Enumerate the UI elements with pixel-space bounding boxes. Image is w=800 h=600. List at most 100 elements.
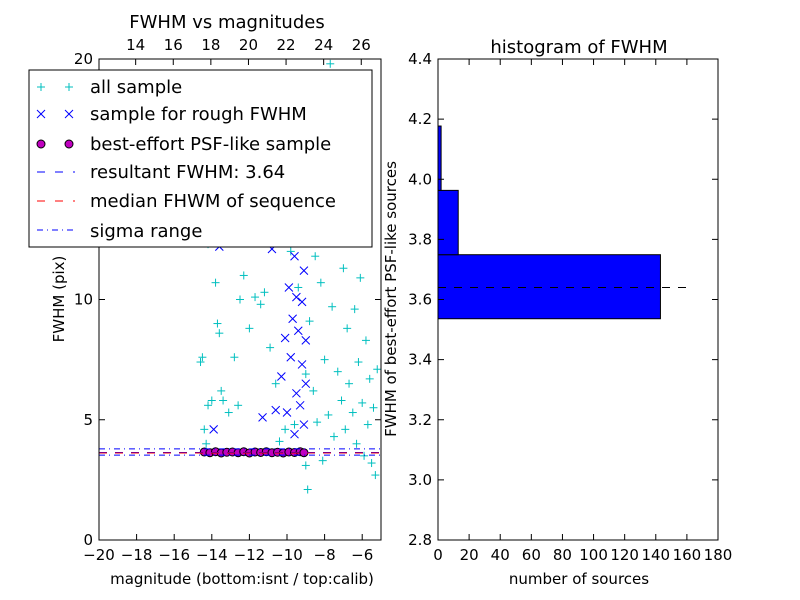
y-tick-label: 10 bbox=[74, 291, 93, 309]
rough-fwhm-point bbox=[301, 379, 311, 389]
histogram-ticks: 0 20 40 60 80 100 120 140 160 180 2.8 3.0 3.2 3.4 3.6 3… bbox=[408, 50, 732, 564]
x-stroke bbox=[284, 283, 294, 292]
all-sample-point bbox=[224, 408, 233, 417]
all-sample-point bbox=[367, 459, 376, 468]
y-tick-label: 3.4 bbox=[408, 351, 432, 369]
legend-label: sigma range bbox=[90, 221, 202, 242]
rough-fwhm-point bbox=[288, 314, 297, 324]
all-sample-point bbox=[198, 353, 207, 362]
all-sample-point bbox=[309, 386, 318, 395]
histogram-panel: 0 20 40 60 80 100 120 140 160 180 2.8 3.0 3.2 3.4 3.6 3… bbox=[382, 37, 732, 588]
all-sample-point bbox=[343, 324, 352, 333]
histogram-bar bbox=[438, 125, 442, 191]
y-tick-label: 5 bbox=[83, 411, 93, 429]
x-tick-label: 140 bbox=[641, 546, 670, 564]
all-sample-point bbox=[324, 410, 333, 419]
scatter-legend: all sample sample for rough FWHM best-ef… bbox=[28, 69, 373, 248]
all-sample-point bbox=[219, 396, 228, 405]
all-sample-point bbox=[352, 439, 361, 448]
all-sample-point bbox=[196, 358, 205, 367]
histogram-bar bbox=[438, 254, 661, 320]
rough-fwhm-point bbox=[290, 429, 299, 439]
all-sample-point bbox=[360, 451, 369, 460]
x-tick-label: 100 bbox=[579, 546, 608, 564]
all-sample-point bbox=[339, 264, 348, 273]
x-stroke bbox=[282, 408, 292, 417]
y-tick-label: 4.0 bbox=[408, 170, 432, 188]
legend-circle-marker bbox=[64, 139, 74, 149]
all-sample-point bbox=[239, 271, 248, 280]
all-sample-point bbox=[271, 379, 280, 388]
all-sample-point bbox=[333, 367, 342, 376]
y-tick-label: 4.4 bbox=[408, 50, 432, 68]
legend-entry-rough-fwhm: sample for rough FWHM bbox=[36, 104, 307, 125]
all-sample-point bbox=[281, 425, 290, 434]
all-sample-point bbox=[316, 278, 325, 287]
all-sample-point bbox=[361, 336, 370, 345]
all-sample-point bbox=[341, 425, 350, 434]
rough-fwhm-point bbox=[282, 408, 292, 417]
all-sample-point bbox=[369, 403, 378, 412]
x-stroke bbox=[292, 292, 301, 302]
histogram-bar bbox=[438, 189, 459, 256]
legend-entry-median-fwhm: median FHWM of sequence bbox=[37, 191, 336, 212]
x-stroke bbox=[290, 429, 299, 439]
all-sample-point bbox=[294, 283, 303, 292]
scatter-ylabel: FWHM (pix) bbox=[50, 256, 68, 343]
rough-fwhm-point bbox=[297, 360, 307, 369]
histogram-marks bbox=[438, 125, 687, 320]
x-stroke bbox=[293, 326, 303, 336]
y-tick-label: 3.2 bbox=[408, 411, 432, 429]
all-sample-point bbox=[337, 396, 346, 405]
rough-fwhm-point bbox=[293, 326, 303, 336]
rough-fwhm-point bbox=[295, 400, 305, 410]
all-sample-point bbox=[350, 305, 359, 314]
all-sample-point bbox=[245, 324, 254, 333]
top-x-tick-label: 24 bbox=[314, 36, 333, 54]
top-x-tick-label: 20 bbox=[239, 36, 258, 54]
x-stroke bbox=[297, 297, 307, 307]
all-sample-point bbox=[202, 439, 211, 448]
all-sample-point bbox=[290, 420, 299, 429]
rough-fwhm-point bbox=[286, 352, 296, 362]
legend-entry-all-sample: all sample bbox=[37, 77, 182, 98]
all-sample-point bbox=[256, 300, 265, 309]
x-tick-label: 40 bbox=[491, 546, 510, 564]
all-sample-point bbox=[330, 432, 338, 441]
x-stroke bbox=[301, 379, 311, 389]
all-sample-point bbox=[213, 319, 222, 328]
legend-plus-marker bbox=[37, 83, 73, 91]
scatter-ticks: −20 −18 −16 −14 −12 −10 −8 −6 0 5 10 20 14 16 18 20 22 24… bbox=[74, 36, 381, 564]
x-tick-label: −20 bbox=[83, 546, 115, 564]
x-stroke bbox=[299, 420, 309, 429]
all-sample-point bbox=[320, 355, 329, 364]
x-stroke bbox=[290, 251, 299, 261]
x-tick-label: −6 bbox=[351, 546, 373, 564]
all-sample-point bbox=[313, 418, 322, 427]
all-sample-point bbox=[363, 420, 372, 429]
all-sample-point bbox=[318, 456, 327, 465]
histogram-xlabel: number of sources bbox=[509, 570, 649, 588]
x-tick-label: 0 bbox=[433, 546, 443, 564]
y-tick-label: 3.0 bbox=[408, 471, 432, 489]
legend-entry-resultant-fwhm: resultant FWHM: 3.64 bbox=[37, 162, 285, 183]
x-tick-label: 20 bbox=[460, 546, 479, 564]
x-tick-label: −8 bbox=[314, 546, 336, 564]
all-sample-point bbox=[356, 273, 365, 282]
scatter-title: FWHM vs magnitudes bbox=[129, 12, 324, 33]
y-tick-label: 3.6 bbox=[408, 291, 432, 309]
legend-label: sample for rough FWHM bbox=[90, 104, 307, 125]
legend-circle-marker bbox=[36, 139, 46, 149]
legend-label: resultant FWHM: 3.64 bbox=[90, 162, 285, 183]
x-stroke bbox=[286, 352, 296, 362]
legend-label: best-effort PSF-like sample bbox=[90, 134, 331, 155]
rough-fwhm-point bbox=[292, 292, 301, 302]
x-stroke bbox=[209, 425, 219, 434]
all-sample-point bbox=[371, 471, 380, 480]
all-sample-point bbox=[326, 59, 335, 68]
all-sample-point bbox=[230, 353, 239, 362]
y-tick-label: 4.2 bbox=[408, 110, 432, 128]
all-sample-point bbox=[266, 343, 275, 352]
all-sample-point bbox=[215, 329, 224, 338]
